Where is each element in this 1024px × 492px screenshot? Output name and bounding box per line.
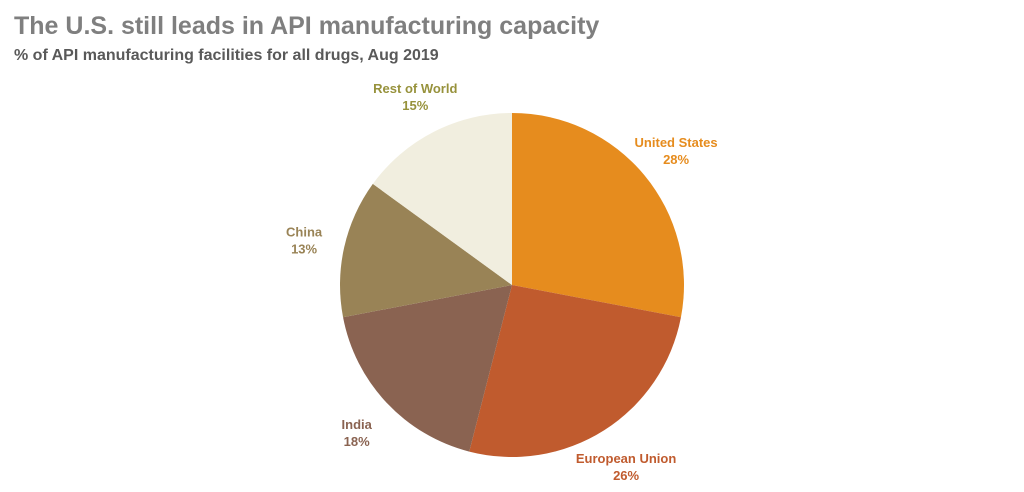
chart-subtitle: % of API manufacturing facilities for al… [14, 46, 439, 64]
pie-slice-rest-of-world [372, 113, 512, 285]
pie-slice-china [340, 183, 512, 318]
pie-label-china: China 13% [286, 225, 323, 257]
pie-label-rest-of-world: Rest of World 15% [373, 81, 457, 113]
pie-slice-united-states [512, 113, 684, 318]
pie-label-european-union: European Union 26% [576, 451, 676, 483]
pie-label-united-states: United States 28% [635, 135, 718, 167]
chart-header: The U.S. still leads in API manufacturin… [14, 12, 599, 65]
pie-slice-india [343, 285, 512, 452]
pie-label-india: India 18% [342, 417, 373, 449]
chart-title: The U.S. still leads in API manufacturin… [14, 12, 600, 40]
pie-slice-european-union [469, 285, 681, 458]
